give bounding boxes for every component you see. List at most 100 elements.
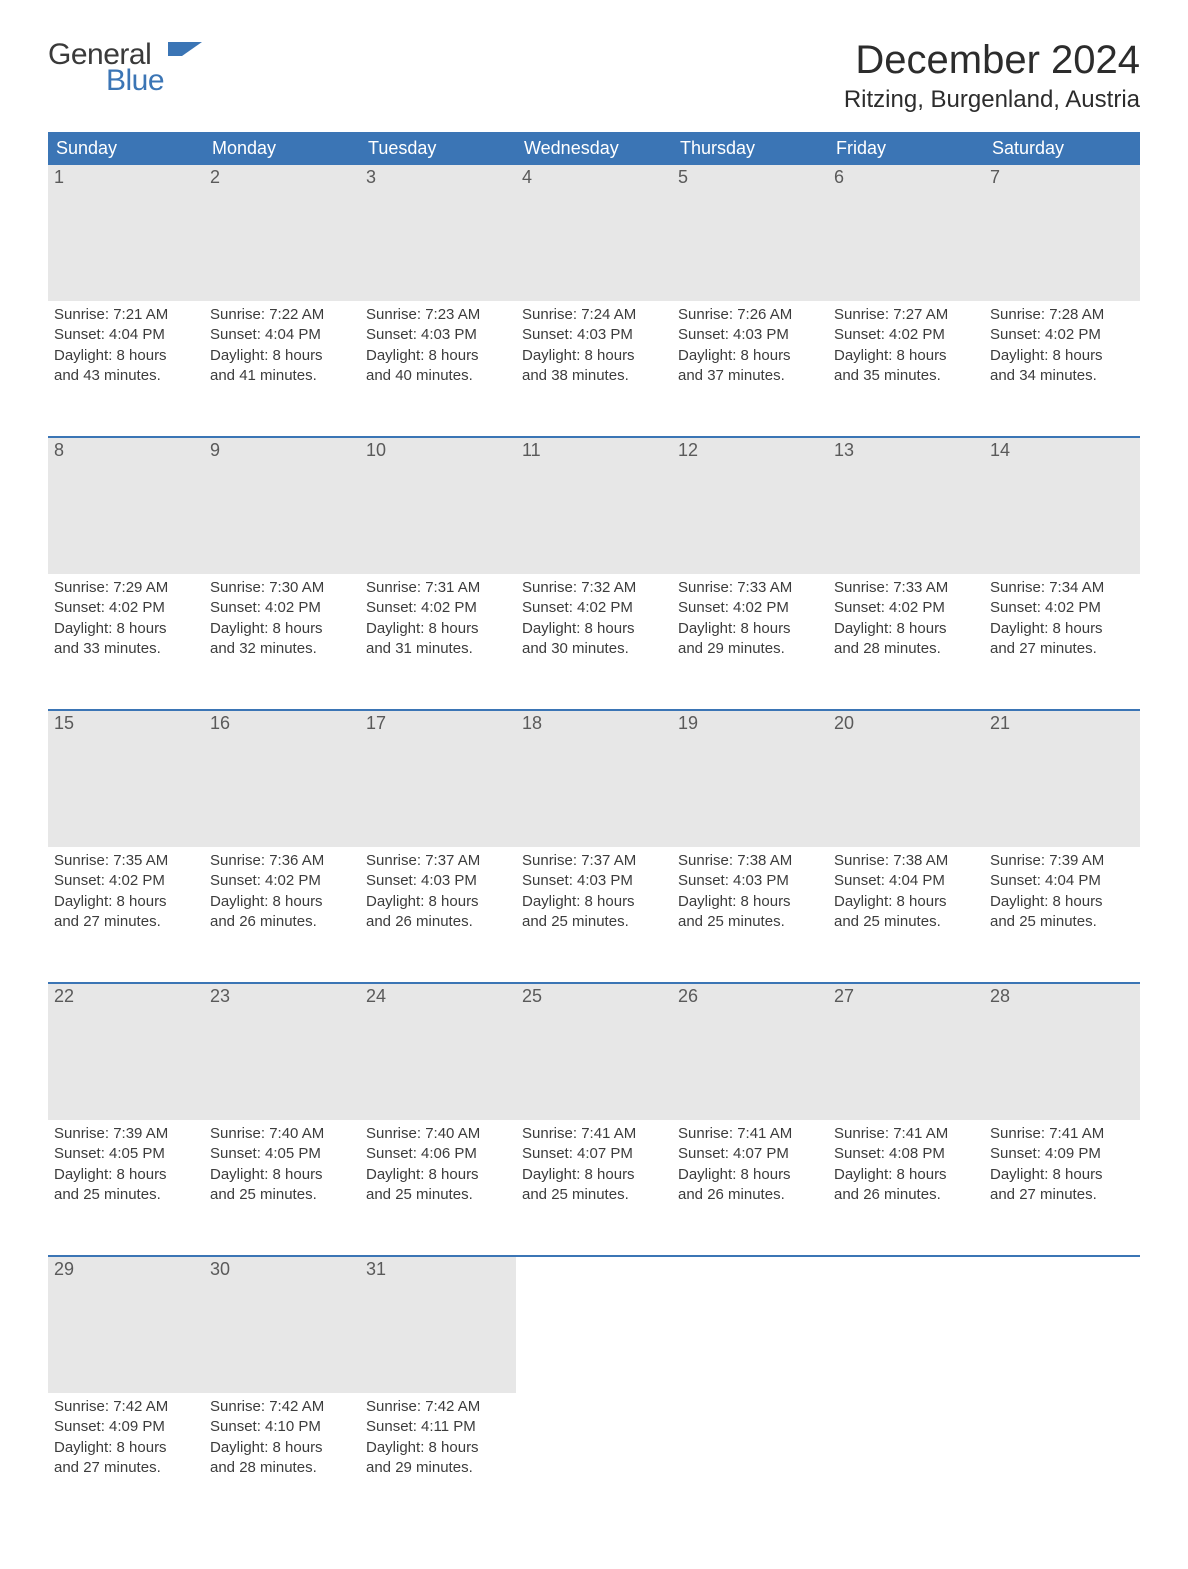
sunset-text: Sunset: 4:02 PM: [990, 325, 1134, 345]
day-number: 18: [516, 711, 672, 737]
day-number-cell: 17: [360, 711, 516, 847]
sunset-text: Sunset: 4:04 PM: [210, 325, 354, 345]
day-content-cell: Sunrise: 7:42 AMSunset: 4:11 PMDaylight:…: [360, 1393, 516, 1529]
day-number-cell: 10: [360, 438, 516, 574]
day-number-cell: 16: [204, 711, 360, 847]
day-content: Sunrise: 7:39 AMSunset: 4:05 PMDaylight:…: [48, 1120, 204, 1221]
sunset-text: Sunset: 4:02 PM: [834, 325, 978, 345]
sunrise-text: Sunrise: 7:27 AM: [834, 305, 978, 325]
day-number-cell: 5: [672, 165, 828, 301]
day-content-cell: [516, 1393, 672, 1529]
sunrise-text: Sunrise: 7:39 AM: [990, 851, 1134, 871]
day-content-cell: Sunrise: 7:33 AMSunset: 4:02 PMDaylight:…: [672, 574, 828, 710]
day-content: Sunrise: 7:30 AMSunset: 4:02 PMDaylight:…: [204, 574, 360, 675]
day-content: Sunrise: 7:40 AMSunset: 4:05 PMDaylight:…: [204, 1120, 360, 1221]
day-content: Sunrise: 7:42 AMSunset: 4:10 PMDaylight:…: [204, 1393, 360, 1494]
day-number: 24: [360, 984, 516, 1010]
daynum-row: 15161718192021: [48, 711, 1140, 847]
daylight-text: Daylight: 8 hours: [522, 1165, 666, 1185]
day-content-cell: [984, 1393, 1140, 1529]
daylight-text: and 26 minutes.: [210, 912, 354, 932]
sunrise-text: Sunrise: 7:40 AM: [210, 1124, 354, 1144]
daynum-row: 22232425262728: [48, 984, 1140, 1120]
sunrise-text: Sunrise: 7:35 AM: [54, 851, 198, 871]
daylight-text: Daylight: 8 hours: [522, 346, 666, 366]
daylight-text: Daylight: 8 hours: [990, 892, 1134, 912]
day-content-cell: Sunrise: 7:38 AMSunset: 4:03 PMDaylight:…: [672, 847, 828, 983]
daylight-text: and 27 minutes.: [990, 1185, 1134, 1205]
day-content: Sunrise: 7:22 AMSunset: 4:04 PMDaylight:…: [204, 301, 360, 402]
day-number: 8: [48, 438, 204, 464]
day-content: Sunrise: 7:39 AMSunset: 4:04 PMDaylight:…: [984, 847, 1140, 948]
sunset-text: Sunset: 4:02 PM: [678, 598, 822, 618]
daylight-text: Daylight: 8 hours: [54, 1165, 198, 1185]
day-number-cell: 26: [672, 984, 828, 1120]
day-number: 9: [204, 438, 360, 464]
sunset-text: Sunset: 4:02 PM: [210, 871, 354, 891]
day-content-cell: Sunrise: 7:42 AMSunset: 4:09 PMDaylight:…: [48, 1393, 204, 1529]
day-number-cell: 1: [48, 165, 204, 301]
sunset-text: Sunset: 4:02 PM: [54, 598, 198, 618]
sunrise-text: Sunrise: 7:42 AM: [54, 1397, 198, 1417]
daylight-text: Daylight: 8 hours: [54, 1438, 198, 1458]
daylight-text: and 28 minutes.: [834, 639, 978, 659]
day-content-cell: Sunrise: 7:41 AMSunset: 4:09 PMDaylight:…: [984, 1120, 1140, 1256]
daylight-text: and 35 minutes.: [834, 366, 978, 386]
sunrise-text: Sunrise: 7:37 AM: [366, 851, 510, 871]
daylight-text: and 43 minutes.: [54, 366, 198, 386]
day-content-cell: Sunrise: 7:32 AMSunset: 4:02 PMDaylight:…: [516, 574, 672, 710]
day-number-cell: 12: [672, 438, 828, 574]
day-number-cell: 3: [360, 165, 516, 301]
day-content: Sunrise: 7:38 AMSunset: 4:03 PMDaylight:…: [672, 847, 828, 948]
day-content: Sunrise: 7:33 AMSunset: 4:02 PMDaylight:…: [672, 574, 828, 675]
day-content: Sunrise: 7:23 AMSunset: 4:03 PMDaylight:…: [360, 301, 516, 402]
daylight-text: and 25 minutes.: [366, 1185, 510, 1205]
day-content: Sunrise: 7:37 AMSunset: 4:03 PMDaylight:…: [360, 847, 516, 948]
daylight-text: Daylight: 8 hours: [54, 892, 198, 912]
day-content: Sunrise: 7:27 AMSunset: 4:02 PMDaylight:…: [828, 301, 984, 402]
daynum-row: 1234567: [48, 165, 1140, 301]
day-content: Sunrise: 7:40 AMSunset: 4:06 PMDaylight:…: [360, 1120, 516, 1221]
day-number-cell: 28: [984, 984, 1140, 1120]
daylight-text: and 38 minutes.: [522, 366, 666, 386]
day-content-cell: Sunrise: 7:34 AMSunset: 4:02 PMDaylight:…: [984, 574, 1140, 710]
sunrise-text: Sunrise: 7:41 AM: [678, 1124, 822, 1144]
sunrise-text: Sunrise: 7:42 AM: [210, 1397, 354, 1417]
day-number: 23: [204, 984, 360, 1010]
day-number-cell: 20: [828, 711, 984, 847]
day-content-cell: Sunrise: 7:36 AMSunset: 4:02 PMDaylight:…: [204, 847, 360, 983]
day-number: 20: [828, 711, 984, 737]
day-content-row: Sunrise: 7:35 AM Sunset: 4:02 PM Daylight:…: [48, 847, 1140, 983]
day-content-cell: Sunrise: 7:38 AMSunset: 4:04 PMDaylight:…: [828, 847, 984, 983]
day-content: Sunrise: 7:35 AMSunset: 4:02 PMDaylight:…: [48, 847, 204, 948]
sunrise-text: Sunrise: 7:41 AM: [522, 1124, 666, 1144]
day-number-cell: 23: [204, 984, 360, 1120]
day-number: 27: [828, 984, 984, 1010]
daylight-text: Daylight: 8 hours: [210, 1438, 354, 1458]
day-number-cell: 6: [828, 165, 984, 301]
day-content: Sunrise: 7:32 AMSunset: 4:02 PMDaylight:…: [516, 574, 672, 675]
sunrise-text: Sunrise: 7:23 AM: [366, 305, 510, 325]
daylight-text: and 32 minutes.: [210, 639, 354, 659]
day-content-cell: Sunrise: 7:30 AMSunset: 4:02 PMDaylight:…: [204, 574, 360, 710]
sunset-text: Sunset: 4:07 PM: [522, 1144, 666, 1164]
day-content: Sunrise: 7:21 AMSunset: 4:04 PMDaylight:…: [48, 301, 204, 402]
month-title: December 2024: [844, 40, 1140, 80]
daylight-text: and 31 minutes.: [366, 639, 510, 659]
daylight-text: Daylight: 8 hours: [366, 1165, 510, 1185]
day-number-cell: 30: [204, 1257, 360, 1393]
sunset-text: Sunset: 4:06 PM: [366, 1144, 510, 1164]
daylight-text: Daylight: 8 hours: [834, 1165, 978, 1185]
sunrise-text: Sunrise: 7:37 AM: [522, 851, 666, 871]
daylight-text: Daylight: 8 hours: [834, 619, 978, 639]
day-number-cell: 27: [828, 984, 984, 1120]
daylight-text: Daylight: 8 hours: [366, 892, 510, 912]
day-content-cell: Sunrise: 7:26 AMSunset: 4:03 PMDaylight:…: [672, 301, 828, 437]
daylight-text: Daylight: 8 hours: [678, 346, 822, 366]
sunset-text: Sunset: 4:03 PM: [522, 871, 666, 891]
sunset-text: Sunset: 4:02 PM: [834, 598, 978, 618]
day-content-cell: Sunrise: 7:37 AMSunset: 4:03 PMDaylight:…: [360, 847, 516, 983]
day-number: 14: [984, 438, 1140, 464]
day-content: Sunrise: 7:33 AMSunset: 4:02 PMDaylight:…: [828, 574, 984, 675]
daylight-text: and 29 minutes.: [678, 639, 822, 659]
